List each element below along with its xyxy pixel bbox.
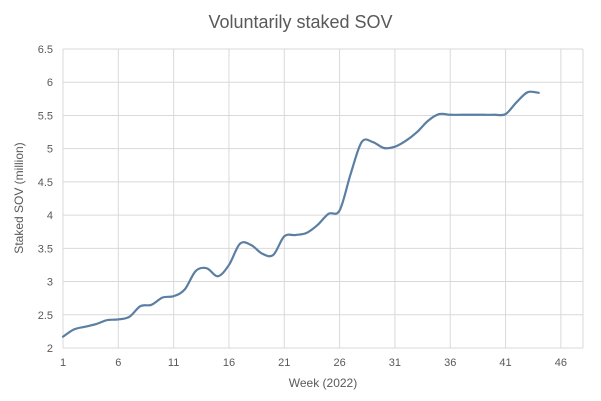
series-group (61, 90, 540, 338)
x-tick-label: 31 (389, 357, 401, 369)
y-tick-label: 4 (47, 210, 53, 222)
x-tick-label: 1 (60, 357, 66, 369)
gridlines (62, 48, 584, 349)
x-axis-ticks: 1 6 11 16 21 26 31 36 41 46 (60, 357, 567, 369)
x-tick-label: 26 (333, 357, 345, 369)
x-tick-label: 41 (499, 357, 511, 369)
y-tick-label: 2 (47, 343, 53, 355)
y-tick-label: 5.5 (38, 110, 53, 122)
x-tick-label: 36 (444, 357, 456, 369)
x-tick-label: 16 (223, 357, 235, 369)
x-tick-label: 21 (278, 357, 290, 369)
x-tick-label: 46 (555, 357, 567, 369)
y-tick-label: 3.5 (38, 243, 53, 255)
y-tick-label: 5 (47, 144, 53, 156)
x-tick-label: 6 (115, 357, 121, 369)
chart-title: Voluntarily staked SOV (208, 12, 393, 32)
series-line (61, 90, 540, 338)
y-tick-label: 3 (47, 277, 53, 289)
x-tick-label: 11 (168, 357, 179, 369)
y-tick-label: 2.5 (38, 310, 53, 322)
y-axis-ticks: 2 2.5 3 3.5 4 4.5 5 5.5 6 6.5 (38, 44, 53, 355)
y-tick-label: 6 (47, 77, 53, 89)
x-axis-label: Week (2022) (288, 376, 358, 390)
y-tick-label: 6.5 (38, 44, 53, 56)
y-tick-label: 4.5 (38, 177, 53, 189)
